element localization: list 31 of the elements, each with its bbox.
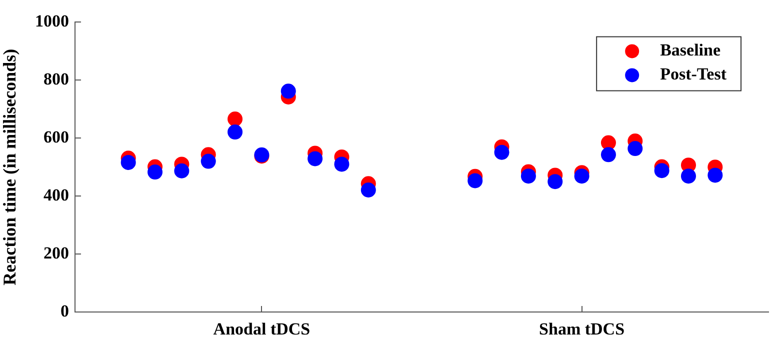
- point: [468, 173, 483, 188]
- y-tick-label: 0: [60, 301, 69, 320]
- point: [148, 164, 163, 180]
- point: [308, 151, 323, 166]
- legend-label: Baseline: [660, 40, 721, 60]
- point: [574, 168, 590, 184]
- y-tick-label: 600: [44, 128, 69, 147]
- point: [680, 168, 696, 184]
- point: [280, 84, 296, 99]
- point: [548, 174, 563, 190]
- point: [520, 168, 536, 184]
- point: [600, 147, 616, 162]
- y-tick-label: 200: [44, 243, 69, 262]
- y-tick-label: 800: [44, 70, 69, 89]
- y-tick-label: 1000: [35, 12, 69, 31]
- point: [494, 144, 510, 160]
- point: [628, 141, 643, 156]
- point: [174, 163, 190, 178]
- point: [708, 168, 723, 183]
- point: [334, 156, 350, 172]
- point: [654, 163, 670, 178]
- point: [228, 111, 243, 126]
- y-axis-title: Reaction time (in milliseconds): [0, 48, 20, 286]
- x-tick-label: Anodal tDCS: [213, 320, 310, 339]
- x-tick-label: Sham tDCS: [539, 320, 625, 339]
- point: [200, 154, 216, 169]
- point: [228, 124, 243, 140]
- legend-label: Post-Test: [660, 64, 727, 84]
- point: [120, 154, 136, 170]
- point: [360, 182, 376, 198]
- y-tick-label: 400: [44, 185, 69, 204]
